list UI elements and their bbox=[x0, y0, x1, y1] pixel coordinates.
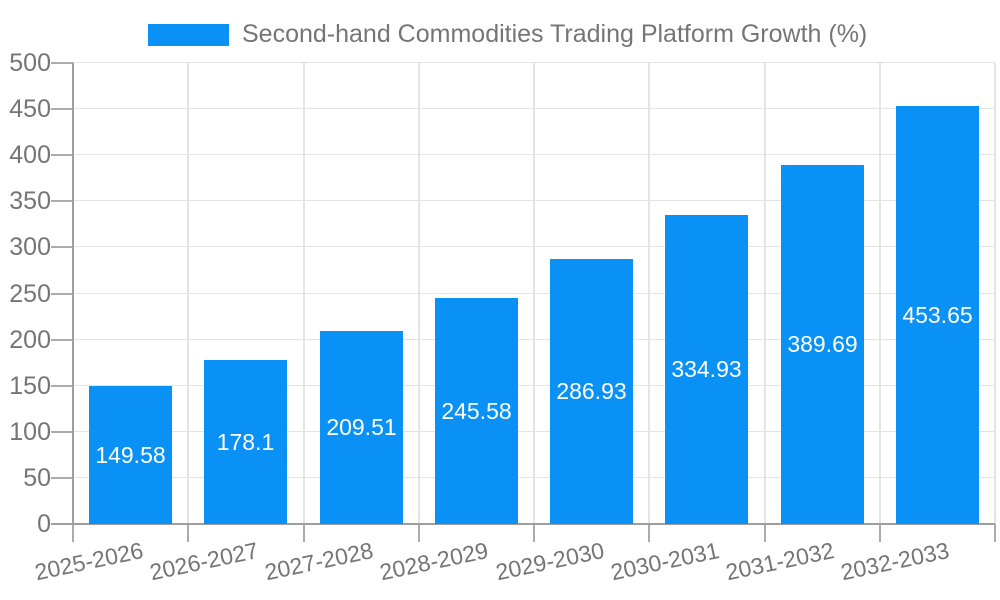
bar-value-label: 334.93 bbox=[671, 356, 742, 382]
y-axis-tick bbox=[51, 431, 73, 433]
y-axis-tick-label: 500 bbox=[9, 49, 51, 77]
x-gridline bbox=[879, 63, 881, 524]
y-axis-tick bbox=[51, 62, 73, 64]
x-axis-tick bbox=[72, 524, 74, 542]
bar-2025-2026: 149.58 bbox=[89, 386, 172, 524]
bar-2032-2033: 453.65 bbox=[896, 106, 979, 524]
y-axis-tick bbox=[51, 477, 73, 479]
y-axis-tick-label: 50 bbox=[23, 464, 51, 492]
x-axis-tick bbox=[764, 524, 766, 542]
y-axis-tick-label: 100 bbox=[9, 418, 51, 446]
y-gridline bbox=[73, 62, 995, 63]
y-axis-line bbox=[72, 63, 74, 525]
y-axis-tick-label: 250 bbox=[9, 280, 51, 308]
bar-2031-2032: 389.69 bbox=[781, 165, 864, 524]
x-axis-tick bbox=[418, 524, 420, 542]
y-axis-tick-label: 450 bbox=[9, 95, 51, 123]
bar-2030-2031: 334.93 bbox=[665, 215, 748, 524]
x-axis-tick bbox=[533, 524, 535, 542]
y-axis-tick-label: 300 bbox=[9, 233, 51, 261]
x-axis-tick-label: 2028-2029 bbox=[377, 537, 491, 586]
bar-value-label: 178.1 bbox=[216, 428, 275, 455]
y-axis-tick-label: 0 bbox=[37, 510, 51, 538]
bar-value-label: 453.65 bbox=[902, 301, 973, 328]
y-axis-tick bbox=[51, 293, 73, 295]
y-axis-tick-label: 150 bbox=[9, 372, 51, 400]
y-axis-tick bbox=[51, 200, 73, 202]
x-axis-tick-label: 2029-2030 bbox=[493, 537, 607, 586]
bar-2029-2030: 286.93 bbox=[550, 259, 633, 524]
x-axis-tick bbox=[187, 524, 189, 542]
y-axis-tick bbox=[51, 108, 73, 110]
x-gridline bbox=[187, 63, 189, 524]
x-gridline bbox=[303, 63, 305, 524]
bar-value-label: 209.51 bbox=[326, 414, 397, 440]
x-gridline bbox=[648, 63, 650, 524]
bar-2028-2029: 245.58 bbox=[435, 298, 518, 524]
bar-value-label: 149.58 bbox=[95, 441, 166, 468]
x-axis-tick bbox=[879, 524, 881, 542]
x-axis-tick bbox=[994, 524, 996, 542]
bar-value-label: 286.93 bbox=[556, 378, 627, 404]
x-axis-tick-label: 2030-2031 bbox=[608, 537, 722, 586]
bar-2027-2028: 209.51 bbox=[320, 331, 403, 524]
x-axis-tick-label: 2031-2032 bbox=[723, 537, 837, 586]
x-gridline bbox=[764, 63, 766, 524]
y-axis-tick-label: 200 bbox=[9, 326, 51, 354]
x-axis-line bbox=[51, 523, 995, 525]
x-axis-tick-label: 2025-2026 bbox=[32, 537, 146, 586]
y-axis-tick bbox=[51, 385, 73, 387]
x-axis-tick-label: 2032-2033 bbox=[838, 537, 952, 586]
y-axis-tick bbox=[51, 246, 73, 248]
legend: Second-hand Commodities Trading Platform… bbox=[148, 20, 867, 49]
y-axis-tick bbox=[51, 339, 73, 341]
bar-value-label: 245.58 bbox=[441, 397, 512, 424]
y-axis-tick-label: 400 bbox=[9, 141, 51, 169]
x-gridline bbox=[418, 63, 420, 524]
x-axis-tick bbox=[648, 524, 650, 542]
x-gridline bbox=[994, 63, 996, 524]
y-axis-tick bbox=[51, 154, 73, 156]
y-axis-tick-label: 350 bbox=[9, 187, 51, 215]
x-axis-tick-label: 2027-2028 bbox=[262, 537, 376, 586]
legend-label: Second-hand Commodities Trading Platform… bbox=[242, 20, 868, 48]
x-gridline bbox=[533, 63, 535, 524]
x-axis-tick-label: 2026-2027 bbox=[147, 537, 261, 586]
bar-value-label: 389.69 bbox=[787, 331, 858, 357]
legend-swatch bbox=[148, 23, 229, 46]
bar-2026-2027: 178.1 bbox=[204, 360, 287, 524]
x-axis-tick bbox=[303, 524, 305, 542]
